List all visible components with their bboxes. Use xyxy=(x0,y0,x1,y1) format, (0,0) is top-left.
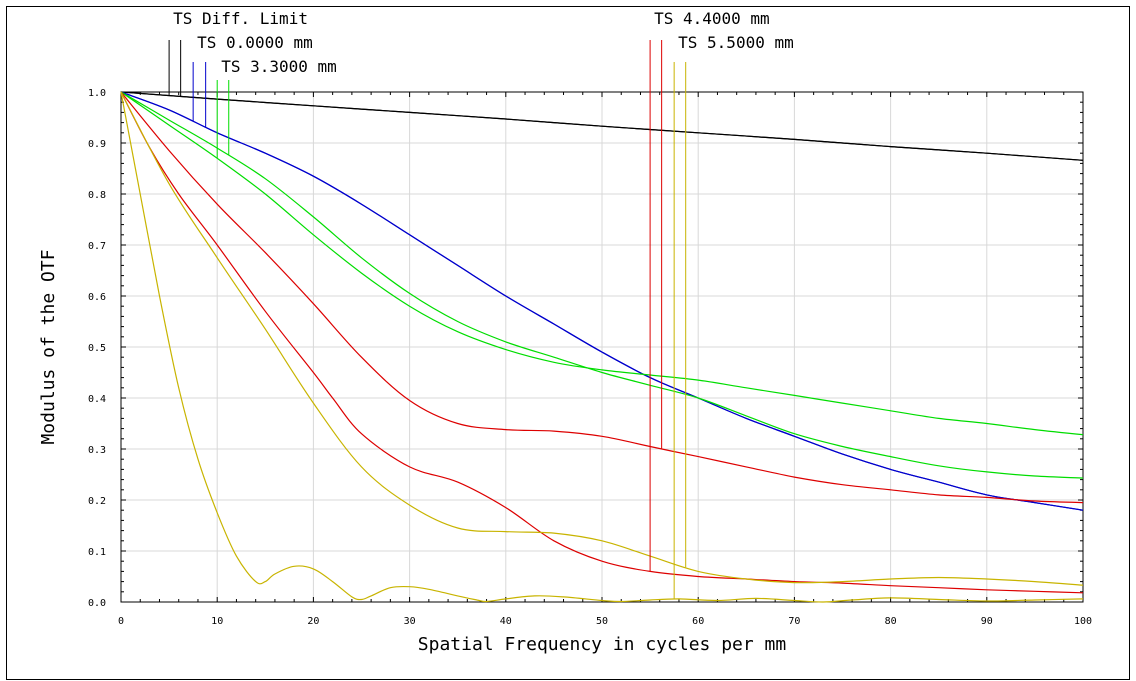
y-tick-label: 0.5 xyxy=(88,343,106,354)
series-ts-diff-limit xyxy=(120,91,1084,161)
grid xyxy=(121,92,1083,602)
x-tick-label: 10 xyxy=(211,616,223,627)
x-tick-label: 60 xyxy=(692,616,704,627)
curve-s xyxy=(120,91,1084,586)
x-tick-label: 70 xyxy=(788,616,800,627)
legend: TS Diff. Limit TS 0.0000 mm TS 3.3000 mm TS… xyxy=(168,9,794,600)
y-tick-label: 0.1 xyxy=(88,547,106,558)
x-tick-label: 90 xyxy=(981,616,993,627)
x-tick-label: 30 xyxy=(404,616,416,627)
x-tick-label: 0 xyxy=(118,616,124,627)
curve-s xyxy=(120,91,1084,511)
y-tick-label: 0.8 xyxy=(88,190,106,201)
y-tick-label: 1.0 xyxy=(88,88,106,99)
legend-label: TS 4.4000 mm xyxy=(654,9,770,28)
curve-t xyxy=(120,91,1084,594)
series-ts-0-0000-mm xyxy=(120,91,1084,511)
tick-marks xyxy=(120,91,1084,603)
x-axis-title: Spatial Frequency in cycles per mm xyxy=(418,634,786,655)
curve-t xyxy=(120,91,1084,436)
series-ts-3-3000-mm xyxy=(120,91,1084,479)
y-tick-label: 0.7 xyxy=(88,241,106,252)
curve-s xyxy=(120,91,1084,479)
x-tick-label: 40 xyxy=(500,616,512,627)
y-tick-label: 0.4 xyxy=(88,394,106,405)
series-ts-4-4000-mm xyxy=(120,91,1084,594)
legend-label: TS Diff. Limit xyxy=(173,9,308,28)
series-ts-5-5000-mm xyxy=(120,91,1084,603)
y-tick-label: 0.3 xyxy=(88,445,106,456)
curve-t xyxy=(120,91,1084,603)
x-tick-label: 50 xyxy=(596,616,608,627)
y-tick-labels: 0.0 0.1 0.2 0.3 0.4 0.5 0.6 0.7 0.8 0.9 1.0 xyxy=(88,88,106,609)
y-tick-label: 0.6 xyxy=(88,292,106,303)
y-tick-label: 0.0 xyxy=(88,598,106,609)
curve-s xyxy=(120,91,1084,161)
legend-label: TS 5.5000 mm xyxy=(678,33,794,52)
x-tick-label: 20 xyxy=(307,616,319,627)
x-tick-label: 100 xyxy=(1074,616,1092,627)
y-tick-label: 0.9 xyxy=(88,139,106,150)
legend-label: TS 0.0000 mm xyxy=(197,33,313,52)
legend-label: TS 3.3000 mm xyxy=(221,57,337,76)
x-tick-label: 80 xyxy=(885,616,897,627)
curve-s xyxy=(120,91,1084,504)
y-axis-title: Modulus of the OTF xyxy=(38,249,59,444)
x-tick-labels: 0 10 20 30 40 50 60 70 80 90 100 xyxy=(118,616,1092,627)
series-curves xyxy=(120,91,1084,603)
y-tick-label: 0.2 xyxy=(88,496,106,507)
